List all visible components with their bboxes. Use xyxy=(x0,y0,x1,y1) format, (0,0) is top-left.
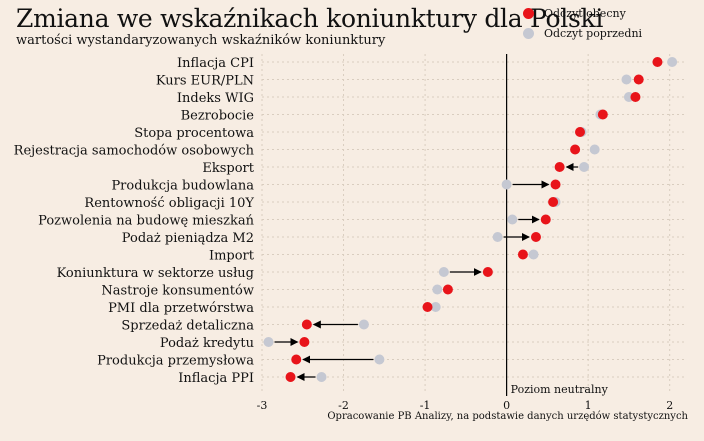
x-tick-label: -2 xyxy=(338,399,349,412)
point-current xyxy=(422,302,433,312)
source-note: Opracowanie PB Analizy, na podstawie dan… xyxy=(327,411,688,422)
point-current xyxy=(517,249,528,260)
point-previous xyxy=(667,57,678,67)
category-label: Sprzedaż detaliczna xyxy=(121,319,254,334)
category-label: Inflacja CPI xyxy=(177,56,254,71)
point-previous xyxy=(501,179,512,190)
grid-layer xyxy=(261,54,686,392)
category-label: Inflacja PPI xyxy=(178,371,254,386)
point-current xyxy=(575,127,585,137)
legend: Odczyt obecny Odczyt poprzedni xyxy=(523,3,642,43)
change-arrows xyxy=(274,163,579,381)
legend-label-current: Odczyt obecny xyxy=(544,6,626,20)
point-previous xyxy=(528,249,539,260)
neutral-line-label: Poziom neutralny xyxy=(511,383,609,396)
point-current xyxy=(530,232,541,242)
category-label: Eksport xyxy=(202,161,254,176)
point-current xyxy=(570,144,581,155)
category-label: Indeks WIG xyxy=(177,91,254,106)
point-current xyxy=(442,284,453,295)
reference-layer: Poziom neutralny xyxy=(506,54,609,396)
x-tick-label: -3 xyxy=(257,399,268,412)
category-label: Pozwolenia na budowę mieszkań xyxy=(38,214,254,229)
x-tick-label: -1 xyxy=(420,399,431,412)
category-labels: Inflacja CPI Kurs EUR/PLN Indeks WIG Bezrob… xyxy=(14,56,255,386)
category-label: Kurs EUR/PLN xyxy=(156,74,254,89)
point-previous xyxy=(430,302,441,312)
category-label: Bezrobocie xyxy=(181,109,255,124)
point-current xyxy=(482,267,493,277)
point-previous xyxy=(432,284,443,295)
legend-marker-current xyxy=(523,7,534,19)
point-previous xyxy=(621,74,632,85)
point-current xyxy=(550,179,561,190)
category-label: Koniunktura w sektorze usług xyxy=(57,266,254,281)
category-label: Rejestracja samochodów osobowych xyxy=(14,144,255,159)
point-previous xyxy=(374,354,385,365)
category-label: Nastroje konsumentów xyxy=(101,284,254,299)
point-current xyxy=(597,109,608,120)
category-label: Import xyxy=(209,249,255,264)
chart-title: Zmiana we wskaźnikach koniunktury dla Po… xyxy=(16,4,604,33)
data-points xyxy=(263,57,678,382)
point-previous xyxy=(316,372,327,382)
category-label: Stopa procentowa xyxy=(134,126,254,141)
legend-item-previous: Odczyt poprzedni xyxy=(523,23,642,43)
point-previous xyxy=(589,144,600,155)
category-label: Podaż pieniądza M2 xyxy=(122,231,254,246)
x-tick-label: 0 xyxy=(503,399,510,412)
point-previous xyxy=(263,337,274,347)
point-current xyxy=(548,197,559,207)
point-previous xyxy=(438,267,449,277)
category-label: PMI dla przetwórstwa xyxy=(108,301,254,316)
point-previous xyxy=(507,214,518,225)
legend-label-previous: Odczyt poprzedni xyxy=(544,26,643,40)
x-axis-ticks: -3 -2 -1 0 1 2 xyxy=(257,399,674,412)
point-previous xyxy=(358,319,369,330)
point-current xyxy=(633,74,644,85)
point-current xyxy=(554,162,565,172)
point-current xyxy=(285,372,296,382)
point-current xyxy=(540,214,551,225)
category-label: Produkcja budowlana xyxy=(111,179,254,194)
category-label: Podaż kredytu xyxy=(160,336,254,351)
category-label: Rentowność obligacji 10Y xyxy=(84,196,254,211)
point-previous xyxy=(579,162,590,172)
legend-item-current: Odczyt obecny xyxy=(523,3,642,23)
point-current xyxy=(299,337,310,347)
point-current xyxy=(301,319,312,330)
point-previous xyxy=(492,232,503,242)
chart-subtitle: wartości wystandaryzowanych wskaźników k… xyxy=(16,33,386,48)
point-current xyxy=(652,57,663,67)
point-current xyxy=(630,92,641,102)
x-tick-label: 1 xyxy=(585,399,592,412)
x-tick-label: 2 xyxy=(666,399,673,412)
category-label: Produkcja przemysłowa xyxy=(97,354,254,369)
legend-marker-previous xyxy=(523,27,534,39)
point-current xyxy=(291,354,302,365)
